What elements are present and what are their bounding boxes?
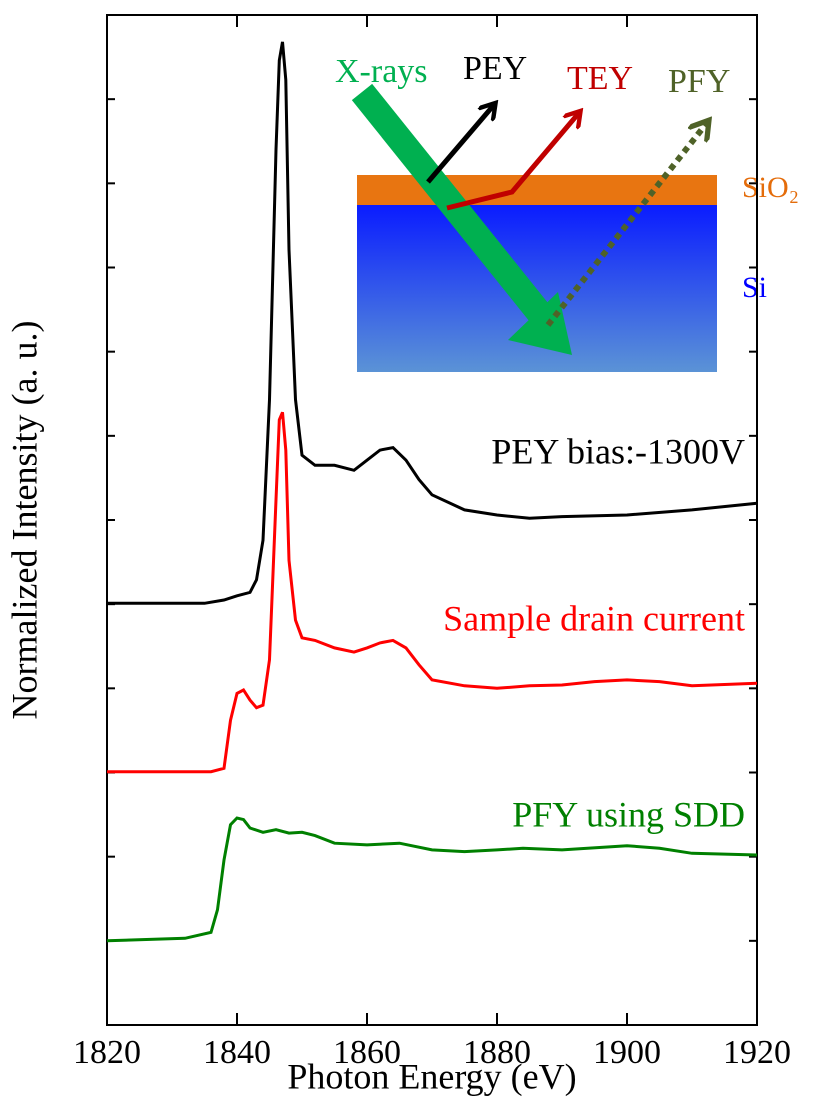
pfy-arrow [545,124,706,327]
annotation: PEY [463,50,527,87]
x-axis-label: Photon Energy (eV) [287,1056,576,1096]
x-tick-label: 1880 [463,1034,531,1071]
legend-label: PFY using SDD [512,794,745,834]
annotation: X-rays [335,53,428,90]
legend-label: PEY bias:-1300V [491,431,745,471]
x-tick-label: 1820 [73,1034,141,1071]
series-line [107,41,758,605]
y-axis-label: Normalized Intensity (a. u.) [4,321,44,720]
inset: X-rays PEY TEY PFY SiO₂ Si [335,50,799,372]
xray-arrow-head [508,292,572,355]
x-tick-label: 1900 [593,1034,661,1071]
annotation: PFY [668,63,730,100]
legend-label: Sample drain current [443,598,745,638]
tey-arrow [446,114,578,211]
series-line [106,816,758,943]
x-tick-label: 1920 [723,1034,791,1071]
series-line [107,411,758,774]
si-layer [357,205,717,372]
annotation: SiO₂ [742,171,799,204]
x-tick-label: 1860 [333,1034,401,1071]
x-tick-label: 1840 [203,1034,271,1071]
pey-arrow [426,106,493,184]
sio2-layer [357,175,717,205]
annotation: TEY [567,60,633,97]
annotation: Si [742,271,767,304]
